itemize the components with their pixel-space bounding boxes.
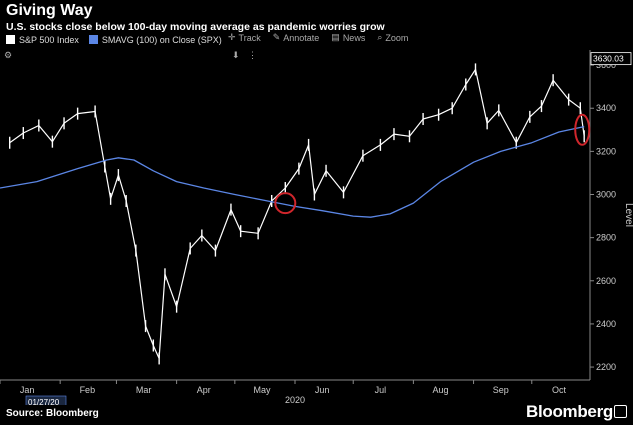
date-cursor-box (25, 395, 67, 405)
crossover-highlight-circle (274, 192, 297, 215)
bloomberg-mark-icon (614, 405, 627, 418)
search-icon: ⌕ (377, 32, 383, 42)
news-button[interactable]: ▤ News (331, 32, 365, 43)
y-tick-label: 3600 (596, 60, 616, 70)
download-icon[interactable]: ⬇ (232, 50, 240, 60)
last-price-label: 3630.03 (593, 54, 624, 64)
source-note: Source: Bloomberg (6, 408, 99, 419)
annotate-label: Annotate (283, 32, 320, 43)
x-tick-label: Jan (20, 385, 35, 395)
sp500-swatch (6, 35, 15, 44)
last-price-box (590, 52, 632, 66)
more-icon[interactable]: ⋮ (248, 50, 257, 60)
y-tick-label: 2200 (596, 362, 616, 372)
y-axis-label: Level (623, 203, 633, 227)
legend-item-smavg[interactable]: SMAVG (100) on Close (SPX) (88, 34, 222, 45)
x-tick-label: Jun (315, 385, 330, 395)
bloomberg-logo: Bloomberg (525, 402, 613, 421)
x-tick-label: Oct (552, 385, 567, 395)
smavg-swatch (88, 35, 98, 44)
legend-label-smavg: SMAVG (100) on Close (SPX) (101, 34, 222, 45)
x-tick-label: Aug (433, 385, 449, 395)
x-tick-label: Jul (375, 385, 387, 395)
news-icon: ▤ (331, 32, 340, 42)
y-tick-label: 2800 (596, 233, 616, 243)
x-tick-label: Feb (80, 385, 96, 395)
y-tick-label: 3200 (596, 146, 616, 156)
breakdown-highlight-ellipse (574, 113, 591, 146)
chart-tools: ✛ Track ✎ Annotate ▤ News ⌕ Zoom (228, 32, 408, 43)
annotate-button[interactable]: ✎ Annotate (273, 32, 320, 43)
chart-subtitle: U.S. stocks close below 100-day moving a… (6, 21, 385, 33)
x-tick-label: Sep (493, 385, 509, 395)
chart-title: Giving Way (6, 2, 93, 19)
legend-item-sp500[interactable]: S&P 500 Index (6, 35, 79, 45)
chart-options-row: ⚙ ⬇ ⋮ (0, 50, 268, 62)
zoom-label: Zoom (385, 32, 409, 43)
x-tick-label: Apr (197, 385, 211, 395)
news-label: News (342, 32, 366, 43)
date-cursor-label: 01/27/20 (28, 398, 60, 405)
smavg-line (0, 125, 585, 218)
legend-label-sp500: S&P 500 Index (19, 34, 79, 45)
x-axis-label: 2020 (285, 395, 305, 405)
price-chart: 2200 2400 2600 2800 3000 3200 3400 3600 Level 363… (0, 50, 633, 405)
track-button[interactable]: ✛ Track (228, 32, 261, 43)
x-tick-label: Mar (136, 385, 152, 395)
track-icon: ✛ (228, 32, 236, 42)
y-tick-label: 3000 (596, 190, 616, 200)
x-tick-label: May (253, 385, 271, 395)
legend: S&P 500 Index SMAVG (100) on Close (SPX) (0, 32, 222, 47)
track-label: Track (238, 32, 261, 43)
pencil-icon: ✎ (272, 32, 281, 42)
y-tick-label: 3400 (596, 103, 616, 113)
sp500-line (9, 68, 585, 359)
y-tick-label: 2400 (596, 319, 616, 329)
gear-icon[interactable]: ⚙ (4, 50, 13, 60)
zoom-button[interactable]: ⌕ Zoom (377, 32, 408, 43)
y-tick-label: 2600 (596, 276, 616, 286)
